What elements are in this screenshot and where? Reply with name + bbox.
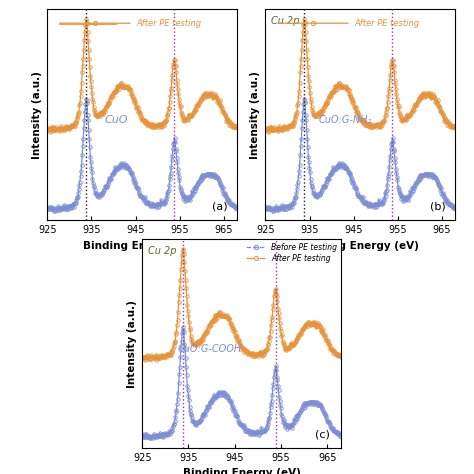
- Text: (a): (a): [212, 202, 228, 212]
- Y-axis label: Intensity (a.u.): Intensity (a.u.): [127, 300, 137, 388]
- X-axis label: Binding Energy (eV): Binding Energy (eV): [183, 468, 301, 474]
- Legend: Before PE testing, After PE testing: Before PE testing, After PE testing: [246, 243, 337, 264]
- Text: After PE testing: After PE testing: [137, 18, 201, 27]
- Y-axis label: Intensity (a.u.): Intensity (a.u.): [32, 71, 42, 159]
- Text: Cu 2p: Cu 2p: [148, 246, 177, 255]
- Text: (b): (b): [430, 202, 446, 212]
- Text: CuO:G-NH₂: CuO:G-NH₂: [319, 115, 372, 125]
- X-axis label: Binding Energy (eV): Binding Energy (eV): [301, 241, 419, 251]
- Text: CuO: CuO: [104, 115, 128, 125]
- Text: CuO:G-COOH: CuO:G-COOH: [178, 344, 242, 354]
- Text: Cu 2p: Cu 2p: [271, 16, 300, 26]
- Text: (c): (c): [315, 429, 330, 439]
- Text: After PE testing: After PE testing: [355, 18, 419, 27]
- Y-axis label: Intensity (a.u.): Intensity (a.u.): [250, 71, 260, 159]
- X-axis label: Binding Energy (eV): Binding Energy (eV): [83, 241, 201, 251]
